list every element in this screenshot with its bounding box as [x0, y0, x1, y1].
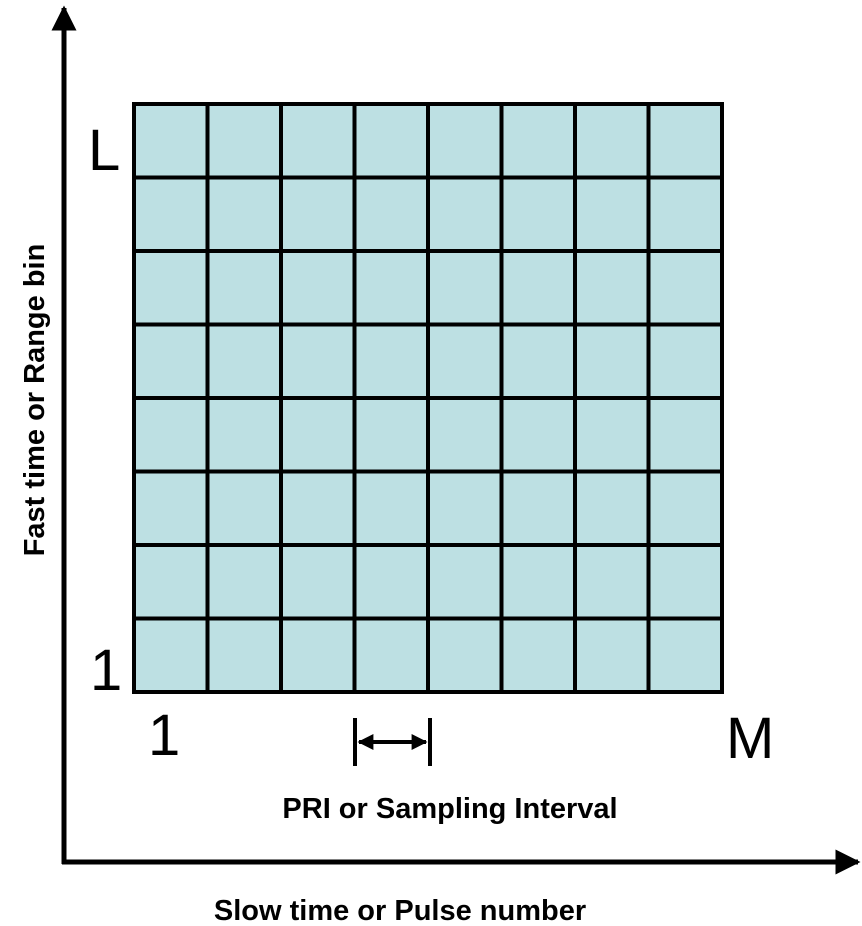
label-1-bottom: 1: [148, 703, 180, 768]
label-l: L: [88, 118, 120, 183]
label-m: M: [726, 706, 774, 771]
x-axis-label: Slow time or Pulse number: [214, 895, 586, 926]
data-grid: [132, 102, 724, 694]
label-1-left: 1: [90, 638, 122, 703]
y-axis-label: Fast time or Range bin: [19, 244, 51, 557]
interval-label: PRI or Sampling Interval: [282, 793, 617, 825]
